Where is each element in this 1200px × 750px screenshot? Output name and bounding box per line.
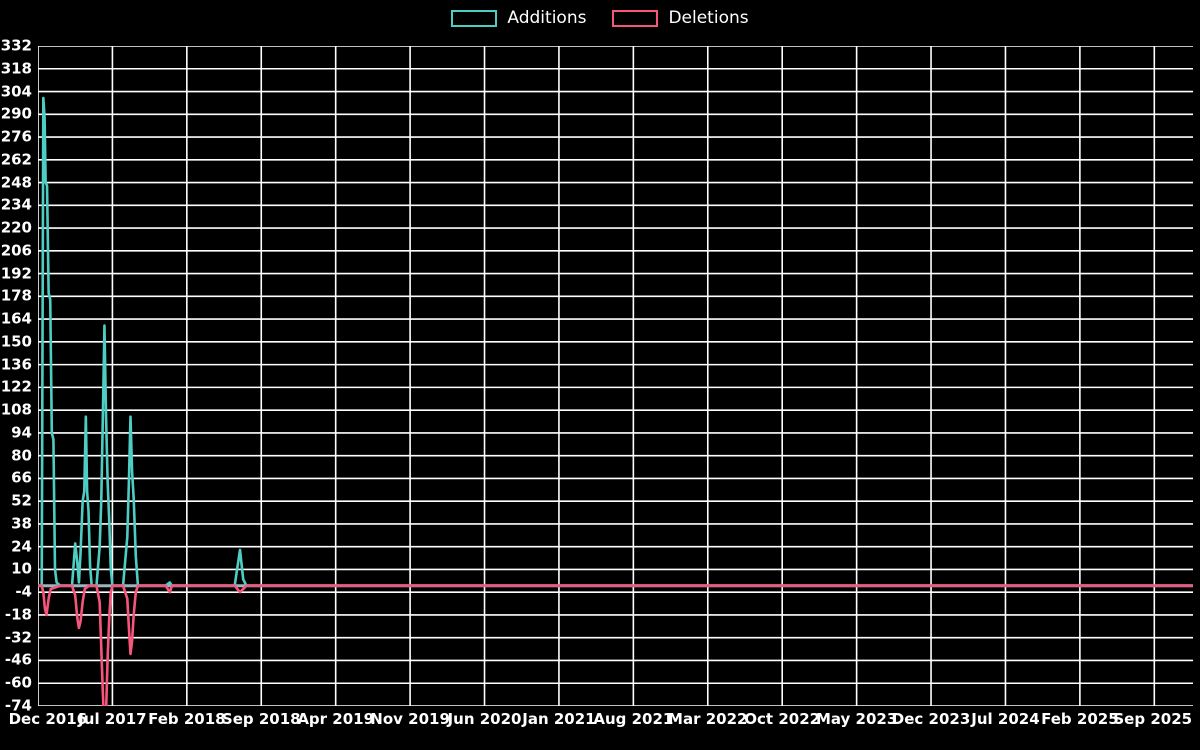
y-tick-label: 136: [0, 355, 32, 374]
x-tick-label: Jul 2024: [971, 710, 1040, 728]
x-tick-label: Sep 2025: [1113, 710, 1193, 728]
y-tick-label: 66: [11, 468, 32, 487]
y-tick-label: 192: [0, 264, 32, 283]
y-tick-label: 318: [0, 59, 32, 78]
plot-svg: [38, 46, 1193, 706]
vertical-gridlines: [38, 46, 1156, 706]
x-tick-label: Sep 2018: [221, 710, 301, 728]
horizontal-gridlines: [38, 46, 1193, 706]
y-tick-label: 10: [11, 559, 32, 578]
data-series-group: [38, 96, 1193, 706]
y-tick-label: -46: [4, 650, 32, 669]
series-line-deletions: [38, 584, 1193, 706]
plot-area: [38, 46, 1193, 706]
x-tick-label: Jan 2021: [522, 710, 596, 728]
x-tick-label: May 2023: [815, 710, 898, 728]
legend-swatch-deletions-icon: [612, 9, 659, 27]
x-tick-label: Oct 2022: [744, 710, 821, 728]
legend-swatch-additions-icon: [451, 9, 498, 27]
y-tick-label: -60: [4, 673, 32, 692]
y-tick-label: 290: [0, 104, 32, 123]
x-tick-label: Dec 2016: [8, 710, 88, 728]
x-tick-label: Jul 2017: [78, 710, 147, 728]
y-tick-label: 178: [0, 286, 32, 305]
y-axis-tick-labels: 332 318 304 290 276 262 248 234 220 206 192 178 164 1…: [0, 38, 36, 713]
x-axis-tick-labels: Dec 2016 Jul 2017 Feb 2018 Sep 2018 Apr 2019…: [0, 712, 1200, 742]
y-tick-label: -74: [4, 696, 32, 715]
y-tick-label: 234: [0, 195, 32, 214]
y-tick-label: 276: [0, 127, 32, 146]
x-tick-label: Feb 2018: [148, 710, 226, 728]
x-tick-label: Aug 2021: [593, 710, 674, 728]
y-tick-label: 304: [0, 82, 32, 101]
y-tick-label: 262: [0, 150, 32, 169]
y-tick-label: 94: [11, 423, 32, 442]
y-tick-label: 150: [0, 332, 32, 351]
y-tick-label: 332: [0, 36, 32, 55]
y-tick-label: 248: [0, 173, 32, 192]
x-tick-label: Nov 2019: [370, 710, 450, 728]
y-tick-label: 122: [0, 377, 32, 396]
x-tick-label: Jun 2020: [447, 710, 522, 728]
legend-label-deletions: Deletions: [668, 8, 749, 28]
y-tick-label: 108: [0, 400, 32, 419]
x-tick-label: Apr 2019: [297, 710, 375, 728]
y-tick-label: -4: [15, 582, 32, 601]
y-tick-label: 80: [11, 446, 32, 465]
y-tick-label: -18: [4, 605, 32, 624]
y-tick-label: 220: [0, 218, 32, 237]
x-tick-label: Feb 2025: [1041, 710, 1119, 728]
x-tick-label: Mar 2022: [668, 710, 748, 728]
y-tick-label: 206: [0, 241, 32, 260]
y-tick-label: 52: [11, 491, 32, 510]
y-tick-label: 24: [11, 537, 32, 556]
x-tick-label: Dec 2023: [891, 710, 971, 728]
legend-label-additions: Additions: [507, 8, 587, 28]
y-tick-label: -32: [4, 628, 32, 647]
y-tick-label: 164: [0, 309, 32, 328]
y-tick-label: 38: [11, 514, 32, 533]
legend-item-additions[interactable]: Additions: [451, 8, 586, 28]
chart-legend: Additions Deletions: [0, 0, 1200, 36]
legend-item-deletions[interactable]: Deletions: [612, 8, 749, 28]
